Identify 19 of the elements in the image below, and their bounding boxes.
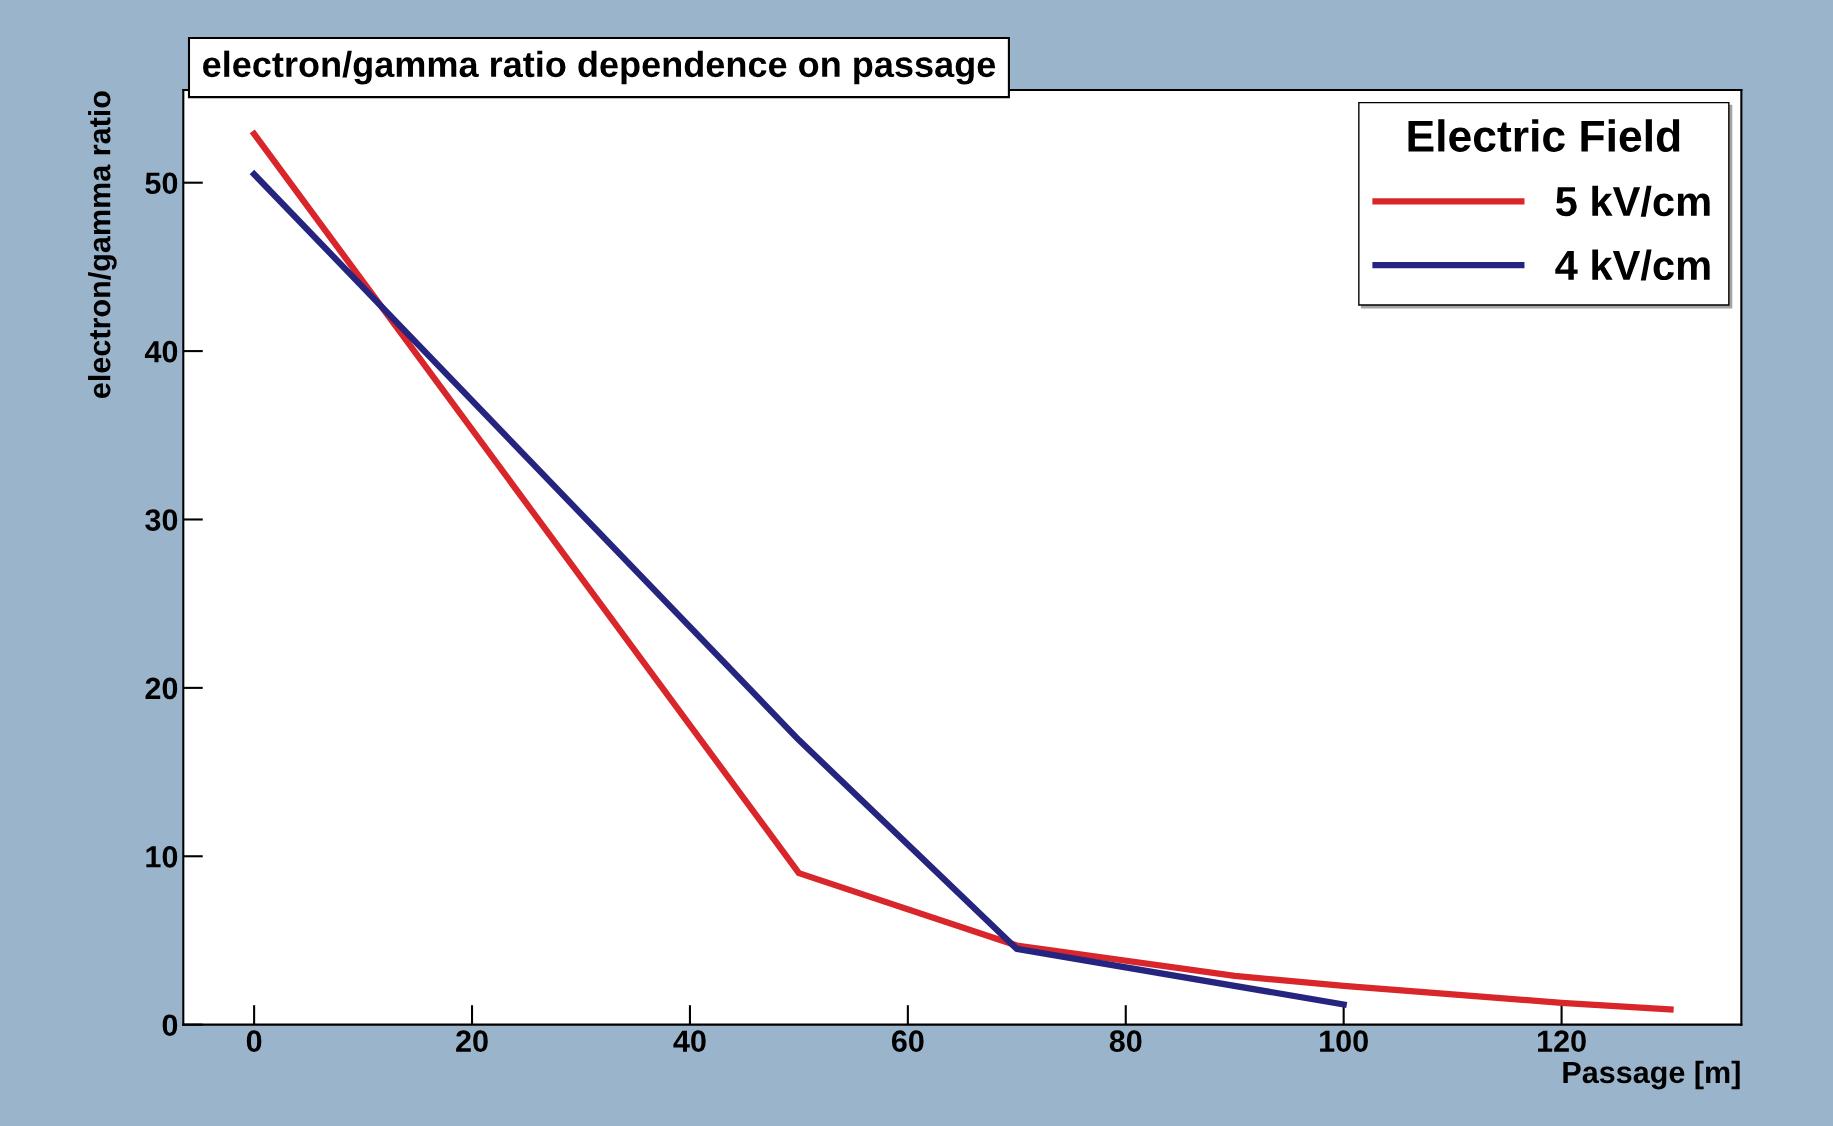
y-tick-label: 20 <box>145 677 178 700</box>
y-tick-label: 10 <box>146 846 178 868</box>
y-tick-label: 40 <box>144 340 178 363</box>
x-tick-label: 40 <box>673 1030 706 1052</box>
x-tick-label: 60 <box>891 1030 924 1052</box>
y-tick-label: 30 <box>145 509 178 531</box>
y-tick-label: 0 <box>162 1014 178 1037</box>
x-tick-label: 100 <box>1320 1030 1368 1052</box>
x-tick-label: 20 <box>456 1030 488 1052</box>
y-axis-title: electron/gamma ratio <box>88 91 117 398</box>
x-tick-label: 120 <box>1538 1030 1586 1052</box>
x-axis-title: Passage [m] <box>1563 1060 1740 1090</box>
chart-title: electron/gamma ratio dependence on passage <box>203 50 996 85</box>
y-tick-label: 50 <box>145 172 178 195</box>
legend-title: Electric Field <box>1408 119 1680 152</box>
x-tick-label: 80 <box>1109 1030 1142 1052</box>
legend-label: 4 kV/cm <box>1555 249 1710 281</box>
x-tick-label: 0 <box>246 1030 262 1052</box>
legend-label: 5 kV/cm <box>1555 185 1710 217</box>
